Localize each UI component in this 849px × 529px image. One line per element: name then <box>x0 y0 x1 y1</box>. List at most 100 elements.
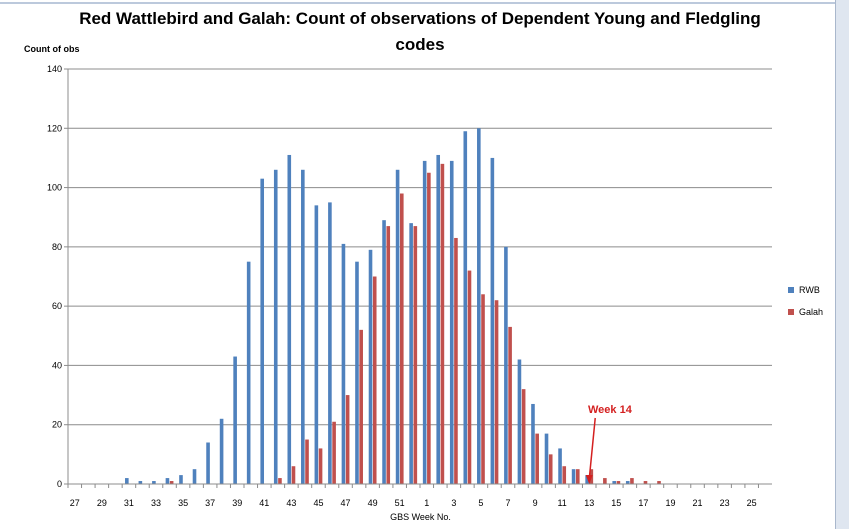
bar-rwb-39 <box>233 356 237 484</box>
bar-galah-49 <box>372 276 377 484</box>
bar-rwb-8 <box>517 359 522 484</box>
bar-galah-9 <box>535 433 539 484</box>
chart-title: Red Wattlebird and Galah: Count of obser… <box>79 9 761 54</box>
bar-rwb-40 <box>246 261 251 484</box>
legend-item-galah: Galah <box>788 306 823 317</box>
bar-rwb-38 <box>219 418 224 484</box>
bar-rwb-32 <box>138 481 143 484</box>
bar-galah-46 <box>332 421 336 484</box>
bar-galah-18 <box>657 481 661 484</box>
bar-galah-6 <box>494 300 499 484</box>
x-tick-label: 3 <box>451 498 456 508</box>
y-tick-label: 40 <box>52 360 62 370</box>
bar-galah-11 <box>562 466 567 484</box>
window-scrollbar[interactable] <box>835 0 849 529</box>
bar-rwb-47 <box>341 243 346 484</box>
chart-legend: RWB Galah <box>788 284 823 328</box>
x-tick-label: 9 <box>533 498 538 508</box>
bar-galah-15 <box>616 481 621 484</box>
y-tick-label: 120 <box>47 123 62 133</box>
x-tick-label: 39 <box>232 498 242 508</box>
bar-rwb-46 <box>328 202 332 484</box>
x-tick-label: 23 <box>720 498 730 508</box>
annotation-arrow-head <box>585 475 593 484</box>
bar-galah-51 <box>399 193 404 484</box>
bar-rwb-15 <box>612 481 617 484</box>
bar-rwb-31 <box>125 478 129 484</box>
bar-galah-50 <box>386 226 391 484</box>
bar-galah-8 <box>521 389 526 484</box>
x-tick-label: 47 <box>341 498 351 508</box>
bar-galah-4 <box>467 270 472 484</box>
bar-galah-42 <box>278 478 282 484</box>
bar-rwb-16 <box>625 481 630 484</box>
x-tick-label: 11 <box>557 498 566 508</box>
x-tick-label: 31 <box>124 498 134 508</box>
bar-rwb-36 <box>192 469 197 484</box>
bar-galah-10 <box>548 454 553 484</box>
bar-rwb-13 <box>585 475 589 484</box>
window-top-border <box>0 2 835 4</box>
bar-rwb-49 <box>368 249 373 484</box>
bar-rwb-2 <box>436 154 441 484</box>
bar-rwb-50 <box>382 220 386 484</box>
bar-rwb-7 <box>504 246 508 484</box>
bar-rwb-43 <box>287 154 292 484</box>
bar-galah-12 <box>575 469 580 484</box>
x-tick-label: 37 <box>205 498 215 508</box>
bar-rwb-51 <box>395 169 400 485</box>
bar-galah-5 <box>481 294 485 484</box>
x-tick-label: 27 <box>70 498 80 508</box>
bar-rwb-12 <box>571 469 576 484</box>
bar-rwb-3 <box>449 160 454 484</box>
bar-rwb-11 <box>558 448 562 484</box>
bar-rwb-9 <box>531 403 535 484</box>
annotation-arrow-shaft <box>588 417 596 480</box>
legend-label-galah: Galah <box>799 306 824 317</box>
bar-rwb-45 <box>314 205 319 484</box>
x-tick-label: 21 <box>693 498 703 508</box>
x-axis-label: GBS Week No. <box>390 512 451 522</box>
y-tick-label: 80 <box>52 242 62 252</box>
x-tick-label: 19 <box>665 498 675 508</box>
bar-galah-7 <box>508 326 512 484</box>
x-tick-label: 49 <box>368 498 378 508</box>
bar-galah-14 <box>603 478 607 484</box>
y-tick-label: 0 <box>57 479 62 489</box>
bar-galah-3 <box>454 237 458 484</box>
bar-galah-45 <box>318 448 323 484</box>
legend-label-rwb: RWB <box>799 284 820 295</box>
x-tick-label: 43 <box>286 498 296 508</box>
x-tick-label: 35 <box>178 498 188 508</box>
x-tick-label: 41 <box>259 498 269 508</box>
bar-galah-17 <box>643 481 648 484</box>
bar-rwb-44 <box>301 169 305 485</box>
x-tick-label: 17 <box>638 498 648 508</box>
bar-rwb-35 <box>179 475 183 484</box>
bar-galah-34 <box>169 481 174 484</box>
bar-galah-47 <box>345 395 350 484</box>
bar-rwb-34 <box>165 478 170 484</box>
x-tick-label: 51 <box>395 498 405 508</box>
y-axis-label: Count of obs <box>24 44 80 54</box>
bar-rwb-42 <box>273 169 278 485</box>
x-tick-label: 15 <box>611 498 621 508</box>
bar-rwb-10 <box>544 433 549 484</box>
bar-rwb-48 <box>355 261 359 484</box>
x-tick-label: 25 <box>747 498 757 508</box>
bar-rwb-4 <box>463 131 468 484</box>
y-tick-label: 20 <box>52 420 62 430</box>
bar-rwb-37 <box>206 442 210 484</box>
y-tick-label: 60 <box>52 301 62 311</box>
bar-rwb-41 <box>260 178 265 484</box>
bar-rwb-52 <box>409 223 413 484</box>
bar-galah-16 <box>630 478 634 484</box>
x-tick-label: 29 <box>97 498 107 508</box>
x-tick-label: 33 <box>151 498 161 508</box>
y-tick-label: 140 <box>47 64 62 74</box>
y-tick-label: 100 <box>47 183 62 193</box>
bar-galah-43 <box>291 466 296 484</box>
x-tick-label: 13 <box>584 498 594 508</box>
legend-swatch-rwb <box>788 286 794 293</box>
